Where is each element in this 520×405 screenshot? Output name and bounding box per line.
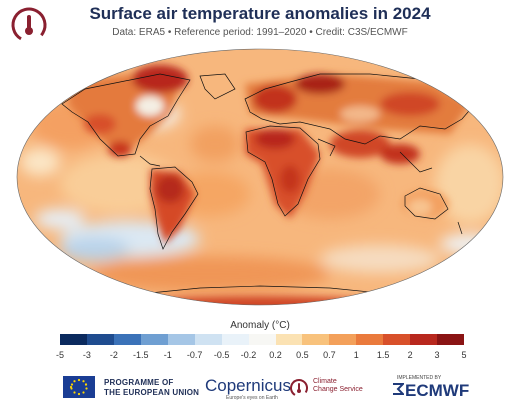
colorbar-segment bbox=[302, 334, 330, 345]
colorbar-segment bbox=[221, 334, 249, 345]
colorbar bbox=[60, 334, 465, 345]
colorbar-segment bbox=[194, 334, 222, 345]
anomaly-field bbox=[17, 49, 503, 305]
colorbar-segment bbox=[167, 334, 195, 345]
coastlines bbox=[61, 73, 476, 295]
copernicus-tagline: Europe's eyes on Earth bbox=[226, 395, 278, 401]
world-anomaly-map bbox=[16, 48, 504, 306]
colorbar-tick-label: -0.5 bbox=[213, 350, 230, 360]
eu-line-1: PROGRAMME OF bbox=[104, 378, 174, 387]
colorbar-segment bbox=[113, 334, 141, 345]
colorbar-segment bbox=[329, 334, 357, 345]
ecmwf-logo: ECMWF bbox=[405, 381, 470, 400]
eu-line-2: THE EUROPEAN UNION bbox=[104, 388, 200, 397]
globe-outline bbox=[16, 48, 504, 306]
c3s-logo-icon bbox=[290, 379, 308, 397]
colorbar-segment bbox=[383, 334, 411, 345]
colorbar-tick-label: 1 bbox=[353, 350, 359, 360]
colorbar-tick-label: -3 bbox=[82, 350, 91, 360]
colorbar-segment bbox=[410, 334, 438, 345]
c3s-label: Climate Change Service bbox=[313, 378, 363, 394]
colorbar-tick-label: -1 bbox=[163, 350, 172, 360]
colorbar-tick-label: -1.5 bbox=[133, 350, 149, 360]
c3s-thermometer-logo-icon bbox=[11, 7, 47, 43]
colorbar-tick-label: -5 bbox=[55, 350, 65, 360]
ecmwf-mark-icon bbox=[393, 383, 404, 395]
eu-flag-icon bbox=[63, 376, 95, 398]
colorbar-segment bbox=[140, 334, 168, 345]
colorbar-segment bbox=[356, 334, 384, 345]
page-subtitle: Data: ERA5 • Reference period: 1991–2020… bbox=[112, 27, 408, 38]
colorbar-tick-label: -0.2 bbox=[240, 350, 257, 360]
c3s-line-1: Climate bbox=[313, 378, 337, 385]
colorbar-tick-label: 3 bbox=[434, 350, 440, 360]
colorbar-segment bbox=[60, 334, 87, 345]
colorbar-tick-label: 5 bbox=[461, 350, 467, 360]
colorbar-tick-label: 0.7 bbox=[323, 350, 336, 360]
colorbar-segment bbox=[86, 334, 114, 345]
legend-title: Anomaly (°C) bbox=[230, 320, 290, 331]
c3s-line-2: Change Service bbox=[313, 386, 363, 393]
eu-programme-label: PROGRAMME OF THE EUROPEAN UNION bbox=[104, 378, 199, 398]
colorbar-tick-label: -2 bbox=[109, 350, 118, 360]
colorbar-segment bbox=[275, 334, 303, 345]
page-title: Surface air temperature anomalies in 202… bbox=[89, 4, 431, 23]
colorbar-tick-label: 0.2 bbox=[269, 350, 282, 360]
colorbar-segment bbox=[248, 334, 276, 345]
colorbar-tick-label: 1.5 bbox=[376, 350, 390, 360]
colorbar-tick-label: 0.5 bbox=[296, 350, 309, 360]
implemented-by-label: IMPLEMENTED BY bbox=[397, 375, 442, 381]
colorbar-tick-label: 2 bbox=[407, 350, 413, 360]
copernicus-logo: Copernicus bbox=[205, 376, 291, 395]
colorbar-segment bbox=[437, 334, 465, 345]
colorbar-tick-label: -0.7 bbox=[186, 350, 203, 360]
